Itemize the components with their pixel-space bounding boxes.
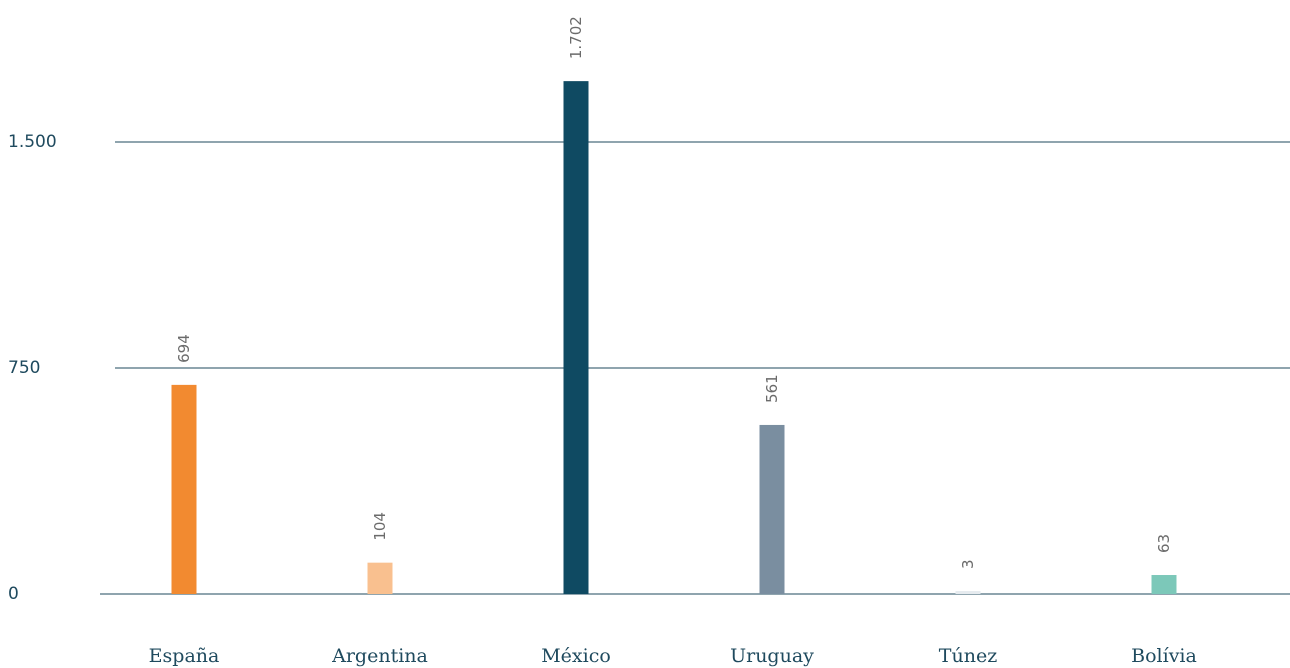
data-labels: 694 104 1.702 561 3 63 <box>175 16 1173 569</box>
data-label: 1.702 <box>567 16 585 59</box>
y-tick-label: 0 <box>8 584 19 604</box>
gridlines <box>100 141 1290 595</box>
bar-0 <box>171 384 197 594</box>
x-tick-label: Uruguay <box>730 645 814 667</box>
x-axis-ticks: España Argentina México Uruguay Túnez Bolívia <box>149 645 1197 667</box>
bar-5 <box>1151 575 1177 594</box>
y-tick-label: 1.500 <box>8 132 57 152</box>
x-tick-label: Túnez <box>939 645 997 667</box>
bars <box>171 81 1177 594</box>
bar-1 <box>367 562 393 594</box>
data-label: 63 <box>1155 534 1173 553</box>
x-tick-label: México <box>541 645 611 667</box>
data-label: 561 <box>763 374 781 403</box>
bar-4 <box>955 591 981 594</box>
x-tick-label: Bolívia <box>1131 645 1197 667</box>
y-axis-ticks: 0 750 1.500 <box>8 132 57 604</box>
data-label: 3 <box>959 559 977 569</box>
bar-3 <box>759 424 785 594</box>
bar-2 <box>563 81 589 594</box>
y-tick-label: 750 <box>8 358 40 378</box>
x-tick-label: España <box>149 645 220 667</box>
x-tick-label: Argentina <box>331 645 428 667</box>
data-label: 694 <box>175 334 193 363</box>
data-label: 104 <box>371 512 389 541</box>
